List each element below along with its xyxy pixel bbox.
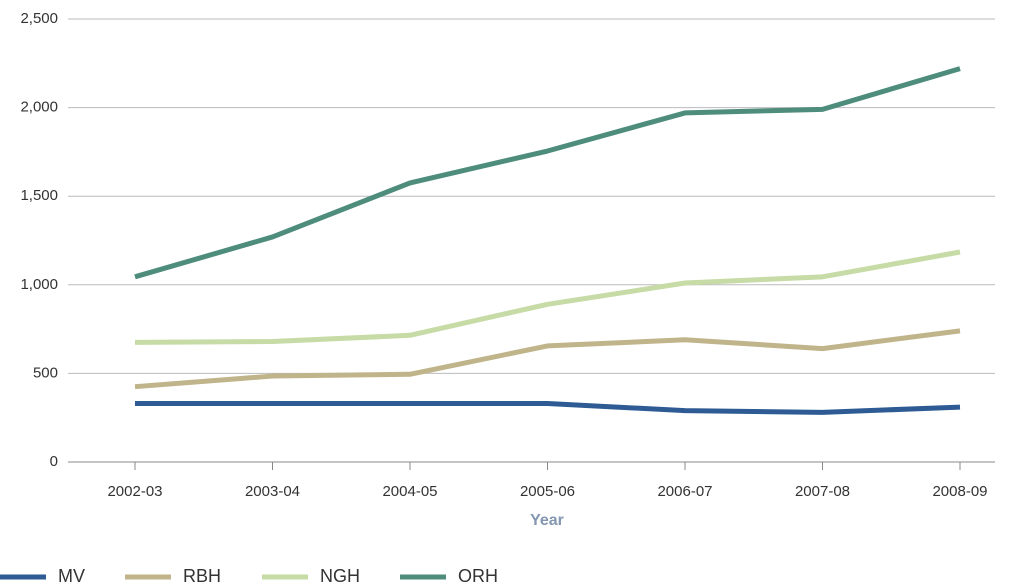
series-line	[134, 66, 961, 280]
x-tick-label: 2004-05	[382, 483, 437, 500]
y-tick-label: 2,000	[20, 99, 58, 116]
y-tick-label: 1,000	[20, 276, 58, 293]
x-tick-label: 2006-07	[657, 483, 712, 500]
legend-label: MV	[58, 566, 85, 585]
y-tick-label: 1,500	[20, 187, 58, 204]
legend-label: RBH	[183, 566, 221, 585]
legend-label: NGH	[320, 566, 360, 585]
x-tick-label: 2003-04	[245, 483, 300, 500]
series-line	[134, 328, 961, 390]
x-tick-label: 2007-08	[795, 483, 850, 500]
legend-label: ORH	[458, 566, 498, 585]
x-axis-label: Year	[530, 512, 564, 529]
y-tick-label: 500	[33, 364, 58, 381]
y-tick-label: 0	[50, 453, 58, 470]
x-tick-label: 2002-03	[107, 483, 162, 500]
x-tick-label: 2008-09	[932, 483, 987, 500]
series-line	[135, 401, 961, 415]
series-line	[134, 249, 961, 345]
y-tick-label: 2,500	[20, 10, 58, 27]
x-tick-label: 2005-06	[520, 483, 575, 500]
